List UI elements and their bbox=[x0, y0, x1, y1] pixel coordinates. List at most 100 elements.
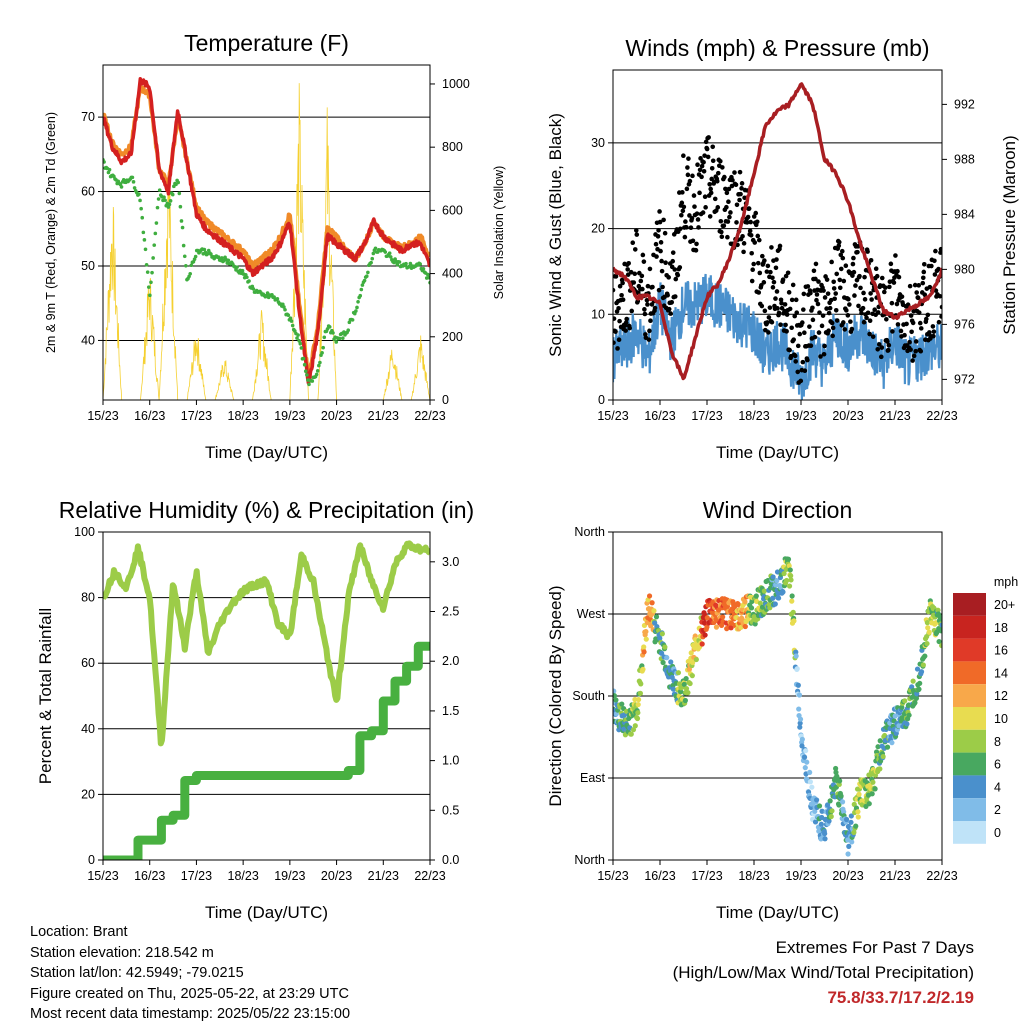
gust-point bbox=[617, 283, 623, 289]
legend-swatch bbox=[953, 729, 986, 753]
gust-point bbox=[881, 289, 887, 295]
gust-point bbox=[860, 305, 866, 311]
gust-point bbox=[821, 351, 827, 357]
direction-point bbox=[936, 638, 942, 645]
y-tick-label: 10 bbox=[591, 307, 605, 321]
legend-label: 18 bbox=[994, 621, 1008, 635]
x-axis-label: Time (Day/UTC) bbox=[716, 903, 839, 922]
gust-point bbox=[841, 320, 846, 325]
direction-point bbox=[682, 697, 688, 704]
gust-point bbox=[640, 286, 645, 292]
dewpoint-point bbox=[322, 335, 327, 340]
gust-point bbox=[670, 258, 676, 264]
direction-point bbox=[939, 642, 942, 649]
gust-point bbox=[678, 226, 683, 232]
gust-point bbox=[816, 330, 822, 335]
extremes-box: Extremes For Past 7 Days (High/Low/Max W… bbox=[673, 935, 974, 1010]
gust-point bbox=[808, 290, 813, 296]
direction-point bbox=[822, 836, 828, 842]
legend-swatch bbox=[953, 775, 986, 799]
gust-point bbox=[715, 170, 721, 176]
dewpoint-point bbox=[362, 278, 367, 283]
dewpoint-point bbox=[151, 256, 155, 260]
gust-point bbox=[770, 285, 776, 290]
gust-point bbox=[936, 319, 942, 325]
dewpoint-point bbox=[220, 256, 224, 260]
gust-point bbox=[824, 306, 829, 311]
plot-area bbox=[613, 82, 942, 400]
gust-point bbox=[701, 159, 706, 165]
y-tick-label: 20 bbox=[591, 222, 605, 236]
direction-point bbox=[662, 644, 668, 650]
direction-point bbox=[848, 813, 854, 819]
y-tick-label-right: 800 bbox=[442, 140, 463, 154]
gust-point bbox=[710, 158, 716, 164]
gust-point bbox=[700, 210, 706, 215]
gust-point bbox=[869, 297, 874, 302]
direction-point bbox=[807, 779, 814, 785]
gust-point bbox=[656, 287, 662, 293]
direction-point bbox=[638, 681, 644, 687]
gust-point bbox=[766, 330, 771, 335]
direction-point bbox=[872, 772, 879, 778]
direction-point bbox=[809, 784, 815, 790]
dewpoint-point bbox=[320, 351, 324, 355]
gust-point bbox=[929, 263, 934, 269]
direction-point bbox=[789, 593, 795, 599]
y-tick-label: North bbox=[574, 853, 605, 867]
y-tick-label-right: 3.0 bbox=[442, 555, 459, 569]
gust-point bbox=[657, 219, 663, 225]
chart-humidity: Relative Humidity (%) & Precipitation (i… bbox=[36, 497, 474, 922]
direction-point bbox=[646, 593, 653, 599]
gust-point bbox=[710, 144, 716, 150]
gust-point bbox=[838, 266, 844, 272]
gust-point bbox=[845, 313, 851, 318]
direction-point bbox=[632, 723, 638, 729]
direction-point bbox=[789, 598, 795, 604]
gust-point bbox=[695, 217, 701, 222]
gust-point bbox=[777, 243, 783, 249]
gust-point bbox=[773, 265, 779, 271]
gust-point bbox=[620, 280, 625, 286]
gust-point bbox=[631, 280, 637, 285]
direction-point bbox=[720, 614, 726, 620]
gust-point bbox=[686, 156, 691, 161]
gust-point bbox=[851, 269, 857, 275]
gust-point bbox=[690, 238, 696, 244]
gust-point bbox=[879, 275, 885, 281]
gust-point bbox=[936, 266, 941, 272]
x-tick-label: 21/23 bbox=[368, 409, 399, 423]
gust-point bbox=[697, 190, 702, 196]
direction-point bbox=[653, 614, 660, 620]
legend-swatch bbox=[953, 821, 986, 844]
dewpoint-point bbox=[397, 260, 402, 264]
legend-swatch bbox=[953, 752, 986, 776]
dewpoint-point bbox=[131, 180, 136, 184]
legend-label: 0 bbox=[994, 826, 1001, 840]
direction-point bbox=[877, 766, 883, 772]
direction-point bbox=[619, 701, 625, 707]
direction-point bbox=[774, 578, 780, 584]
y-tick-label-right: 400 bbox=[442, 267, 463, 281]
gust-point bbox=[753, 210, 759, 216]
latlon-text: Station lat/lon: 42.5949; -79.0215 bbox=[30, 965, 244, 981]
gust-point bbox=[718, 218, 724, 224]
dewpoint-point bbox=[286, 313, 291, 317]
direction-point bbox=[826, 818, 832, 824]
dewpoint-point bbox=[303, 369, 308, 374]
gust-point bbox=[645, 302, 650, 307]
direction-point bbox=[906, 712, 912, 718]
gust-point bbox=[939, 314, 942, 319]
chart-title: Winds (mph) & Pressure (mb) bbox=[625, 35, 929, 61]
direction-point bbox=[816, 803, 823, 809]
direction-point bbox=[702, 632, 708, 638]
gust-point bbox=[783, 273, 789, 279]
direction-point bbox=[922, 653, 928, 659]
legend-label: 14 bbox=[994, 666, 1008, 680]
gust-point bbox=[836, 239, 842, 245]
direction-point bbox=[613, 697, 619, 703]
gust-point bbox=[922, 292, 928, 298]
gust-point bbox=[865, 310, 871, 316]
x-axis-label: Time (Day/UTC) bbox=[205, 443, 328, 462]
gust-point bbox=[642, 307, 647, 312]
